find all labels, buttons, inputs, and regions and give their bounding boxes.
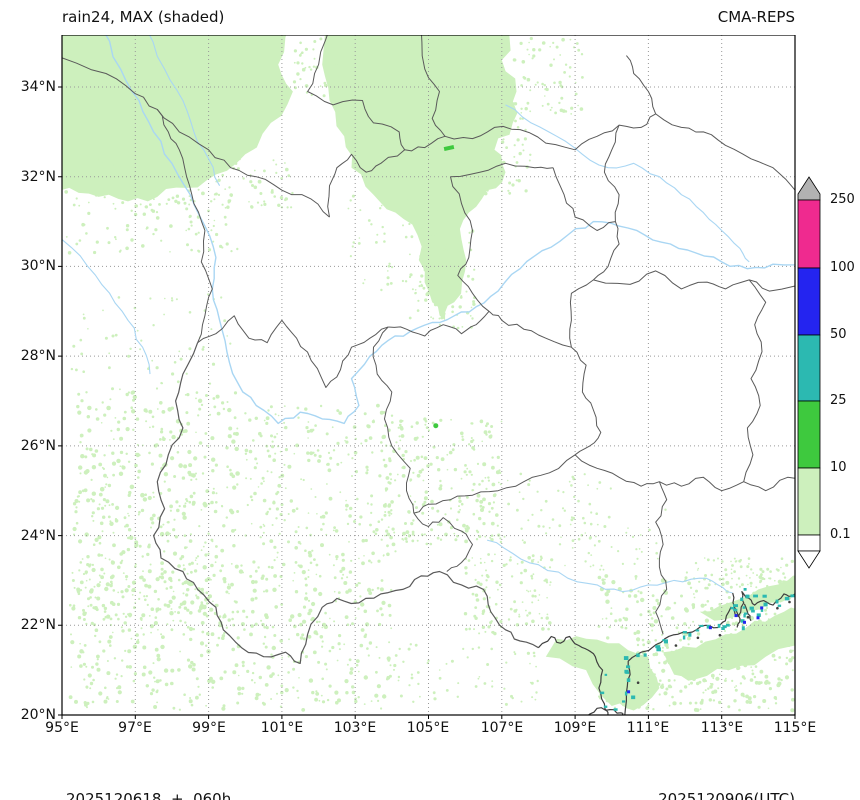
- y-tick-label: 28°N: [20, 348, 56, 364]
- y-tick-label: 20°N: [20, 707, 56, 723]
- y-tick-label: 30°N: [20, 258, 56, 274]
- colorbar-tick-label: 50: [830, 327, 847, 342]
- map-plot-area: [58, 35, 796, 719]
- colorbar-arrow-under: [797, 550, 821, 569]
- x-tick-label: 115°E: [773, 720, 817, 736]
- x-tick-label: 105°E: [406, 720, 450, 736]
- x-tick-label: 97°E: [118, 720, 152, 736]
- x-tick-label: 113°E: [700, 720, 744, 736]
- x-tick-label: 109°E: [553, 720, 597, 736]
- x-tick-label: 107°E: [480, 720, 524, 736]
- colorbar-seg-50-100: [797, 267, 821, 336]
- x-tick-label: 101°E: [260, 720, 304, 736]
- colorbar-seg-100-250: [797, 199, 821, 269]
- x-tick-label: 111°E: [626, 720, 670, 736]
- y-tick-label: 24°N: [20, 528, 56, 544]
- plot-title: rain24, MAX (shaded): [62, 8, 225, 26]
- x-tick-label: 103°E: [333, 720, 377, 736]
- model-label: CMA-REPS: [717, 8, 795, 26]
- y-tick-label: 32°N: [20, 169, 56, 185]
- y-tick-label: 34°N: [20, 79, 56, 95]
- colorbar-seg-25-50: [797, 334, 821, 402]
- valid-time-utc: 2025120906(UTC): [658, 790, 795, 800]
- y-tick-label: 26°N: [20, 438, 56, 454]
- colorbar-tick-label: 250: [830, 192, 855, 207]
- colorbar-tick-label: 25: [830, 393, 847, 408]
- y-tick-label: 22°N: [20, 617, 56, 633]
- init-time-line1: 2025120618 + 060h: [66, 790, 232, 800]
- init-time-block: 2025120618 + 060h 2025120702 + 060h: [66, 739, 231, 800]
- colorbar: 250 100 50 25 10 0.1: [794, 172, 860, 576]
- x-tick-label: 99°E: [192, 720, 226, 736]
- colorbar-tick-label: 10: [830, 460, 847, 475]
- valid-time-block: 2025120906(UTC) 2025120914(CST): [658, 739, 795, 800]
- colorbar-arrow-over: [797, 176, 821, 201]
- colorbar-seg-10-25: [797, 400, 821, 469]
- colorbar-seg-0.1-10: [797, 467, 821, 536]
- colorbar-seg-under: [797, 534, 821, 552]
- colorbar-scale: [797, 176, 821, 569]
- colorbar-tick-label: 0.1: [830, 527, 851, 542]
- colorbar-tick-label: 100: [830, 260, 855, 275]
- x-tick-label: 95°E: [45, 720, 79, 736]
